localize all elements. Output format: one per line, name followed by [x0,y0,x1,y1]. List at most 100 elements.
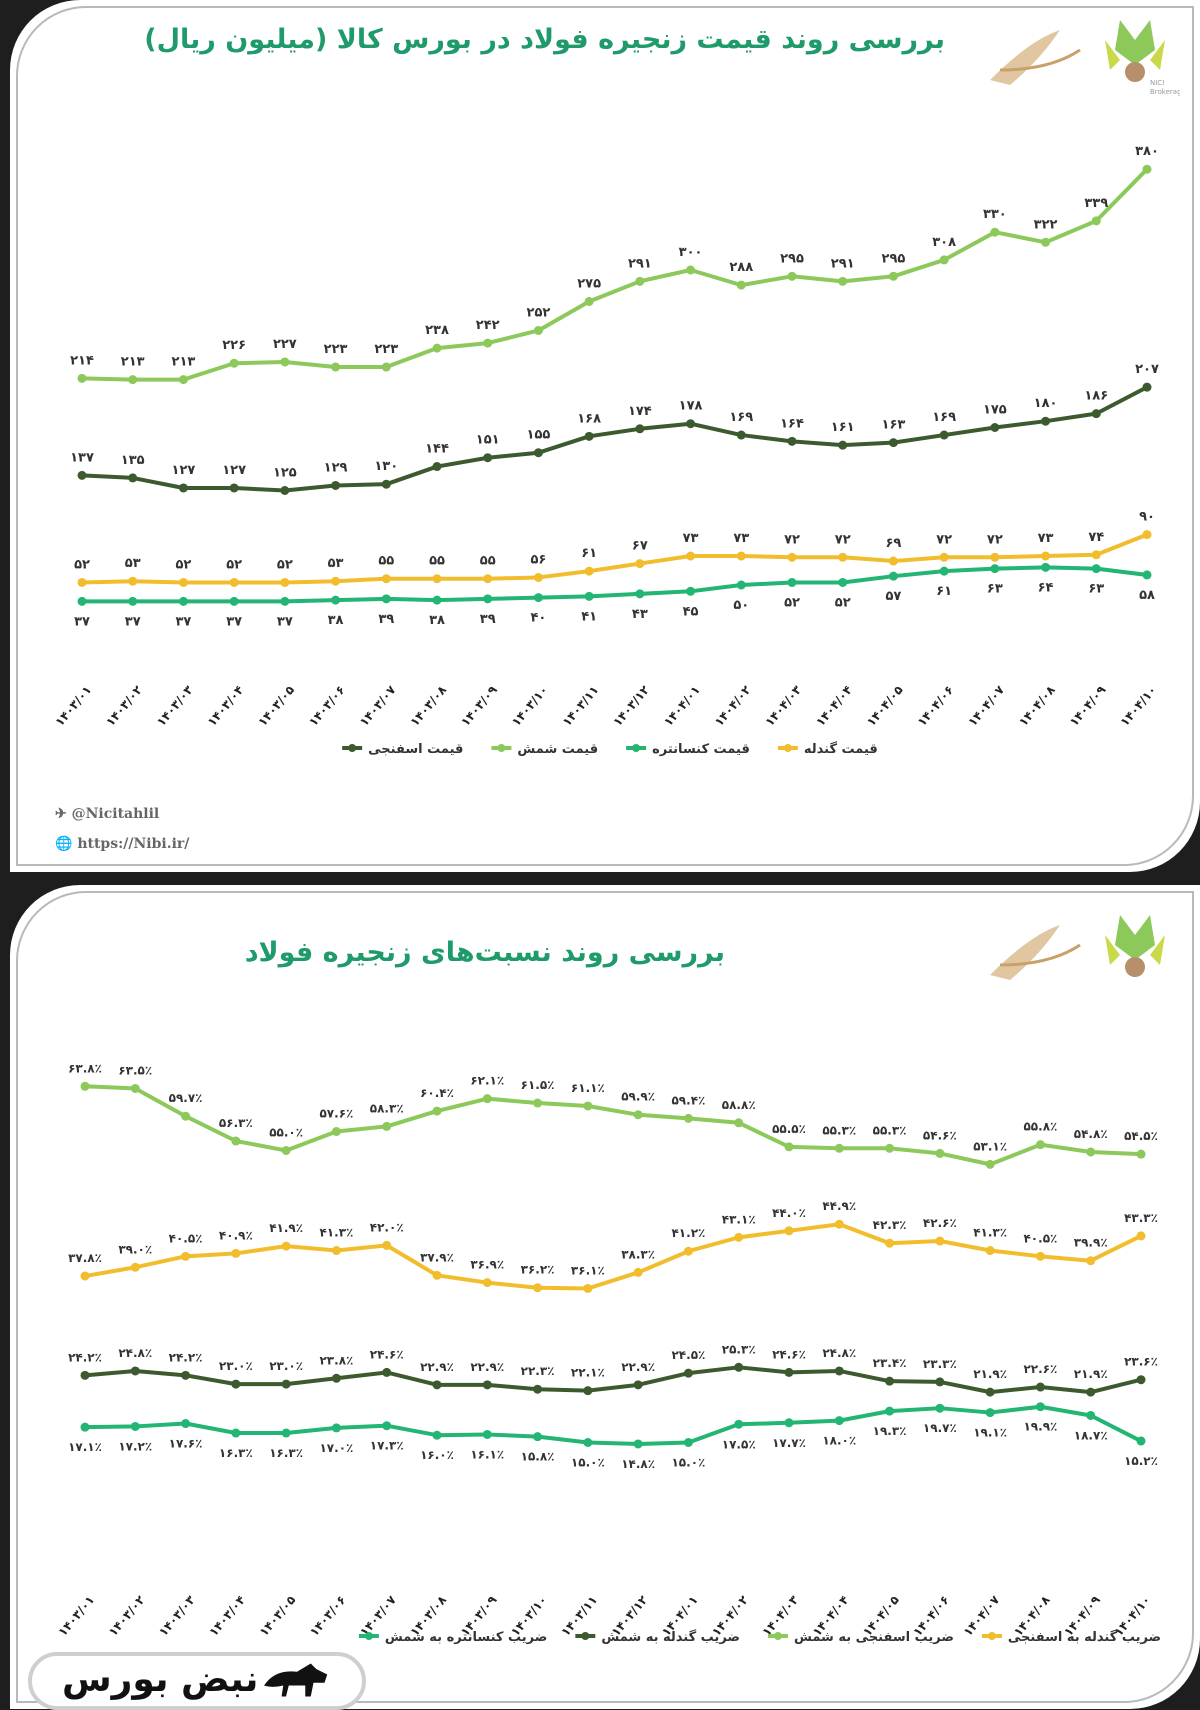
data-label: ۲۳.۸٪ [319,1353,353,1367]
series-line [84,1084,1142,1167]
data-label: ۵۵ [378,554,394,569]
data-point [280,486,290,495]
data-point [432,595,442,605]
data-point [888,271,898,281]
data-label: ۳۰۸ [932,235,956,250]
series-line [84,1365,1142,1395]
data-label: ۶۹ [885,536,901,551]
data-point [838,276,848,286]
data-point [533,325,543,335]
legend-item[interactable]: قیمت اسفنجی [342,742,463,757]
data-label: ۵۸.۸٪ [722,1098,756,1112]
data-point [736,580,746,590]
legend-marker [987,1632,996,1640]
data-point [432,343,442,353]
data-point [935,1377,945,1387]
data-point [482,1278,492,1288]
data-label: ۵۲ [175,557,191,572]
data-label: ۱۷۴ [628,404,652,419]
data-point [1142,530,1152,540]
brand-text: نبض بورس [62,1659,259,1700]
data-point [533,1098,543,1108]
data-point [1136,1436,1146,1446]
telegram-handle[interactable]: ✈ @Nicitahlil [55,806,159,822]
legend-item[interactable]: قیمت شمش [491,742,598,757]
data-label: ۶۱ [581,546,597,561]
x-tick-label: ۱۴۰۳/۰۳ [154,682,196,729]
data-label: ۴۱ [581,609,597,624]
data-label: ۱۶.۱٪ [470,1447,504,1461]
data-point [1136,1149,1146,1159]
data-label: ۶۴ [1038,580,1054,595]
data-label: ۱۲۵ [273,466,297,481]
data-point [635,276,645,286]
data-point [686,551,696,561]
data-label: ۱۷.۱٪ [68,1440,102,1454]
data-point [838,440,848,450]
legend-item[interactable]: قیمت کنسانتره [626,742,750,757]
data-point [935,1148,945,1158]
data-point [888,571,898,581]
data-point [985,1408,995,1418]
data-label: ۲۵۲ [527,305,551,320]
data-point [784,1226,794,1236]
data-label: ۵۲ [226,557,242,572]
legend-label: قیمت کنسانتره [652,742,750,757]
data-label: ۱۳۷ [70,450,94,465]
series-2: ۳۷.۸٪ ۳۹.۰٪ ۴۰.۵٪ ۴۰.۹٪ ۴۱.۹٪ ۴۱.۳٪ ۴۲.۰٪ ۳۷.۹٪… [68,1199,1158,1293]
data-label: ۲۳.۰٪ [219,1359,253,1373]
data-label: ۷۴ [1088,530,1104,545]
data-label: ۱۹.۱٪ [973,1426,1007,1440]
data-label: ۲۲.۹٪ [420,1360,454,1374]
data-label: ۱۸.۷٪ [1074,1428,1108,1442]
data-label: ۱۷.۵٪ [722,1437,756,1451]
data-label: ۲۲۷ [273,337,297,352]
x-tick-label: ۱۴۰۳/۱۱ [560,683,602,729]
data-point [77,577,87,587]
legend-marker [783,744,792,752]
legend-item[interactable]: ضریب گندله به شمش [575,1629,740,1645]
data-point [939,430,949,440]
data-label: ۲۹۱ [831,256,855,271]
data-label: ۵۵.۳٪ [873,1123,907,1137]
legend-item[interactable]: ضریب اسفنجی به شمش [767,1630,954,1645]
series-1: ۲۱۴ ۲۱۳ ۲۱۳ ۲۲۶ ۲۲۷ ۲۲۳ ۲۲۳ ۲۳۸ ۲۴۲ ۲۵۲ ۲۷۵ ۲۹۱ ۳۰۰ ۲… [70,144,1159,385]
data-label: ۱۶۹ [932,410,956,425]
data-label: ۱۴.۸٪ [621,1457,655,1471]
data-label: ۵۲ [784,595,800,610]
data-point [533,1283,543,1293]
data-label: ۷۲ [936,532,952,547]
data-point [80,1370,90,1380]
data-label: ۱۶۴ [780,416,804,431]
data-point [990,423,1000,432]
data-point [1086,1410,1096,1420]
data-point [482,1429,492,1439]
x-tick-label: ۱۴۰۳/۰۶ [306,683,348,729]
x-tick-label: ۱۴۰۳/۱۱ [558,1593,600,1639]
data-point [1136,1375,1146,1385]
data-point [985,1159,995,1169]
chart-2-plot: ۶۳.۸٪ ۶۳.۵٪ ۵۹.۷٪ ۵۶.۳٪ ۵۵.۰٪ ۵۷.۶٪ ۵۸.۳٪ ۶۰.۴٪… [56,1061,1162,1645]
globe-icon: 🌐 [55,836,73,852]
data-point [229,358,239,368]
data-label: ۳۶.۹٪ [470,1258,504,1272]
data-point [686,419,696,429]
data-label: ۴۱.۳٪ [973,1226,1007,1240]
data-label: ۱۲۷ [222,463,246,478]
data-point [331,1373,341,1383]
data-label: ۱۷.۶٪ [169,1437,203,1451]
x-tick-label: ۱۴۰۳/۰۷ [357,682,399,729]
x-tick-label: ۱۴۰۴/۰۹ [1067,682,1109,729]
legend-item[interactable]: ضریب گندله به اسفنجی [981,1629,1161,1645]
data-label: ۴۵ [683,604,699,619]
legend-item[interactable]: ضریب کنسانتره به شمش [358,1630,547,1645]
data-point [1136,1231,1146,1241]
legend-item[interactable]: قیمت گندله [777,741,878,757]
data-label: ۲۸۸ [729,260,753,275]
legend-label: ضریب کنسانتره به شمش [385,1630,547,1645]
data-label: ۴۰.۵٪ [1023,1231,1057,1245]
data-label: ۱۷۸ [679,399,703,414]
data-label: ۴۲.۳٪ [873,1218,907,1232]
website-link[interactable]: 🌐 https://Nibi.ir/ [55,836,189,852]
data-point [787,577,797,587]
